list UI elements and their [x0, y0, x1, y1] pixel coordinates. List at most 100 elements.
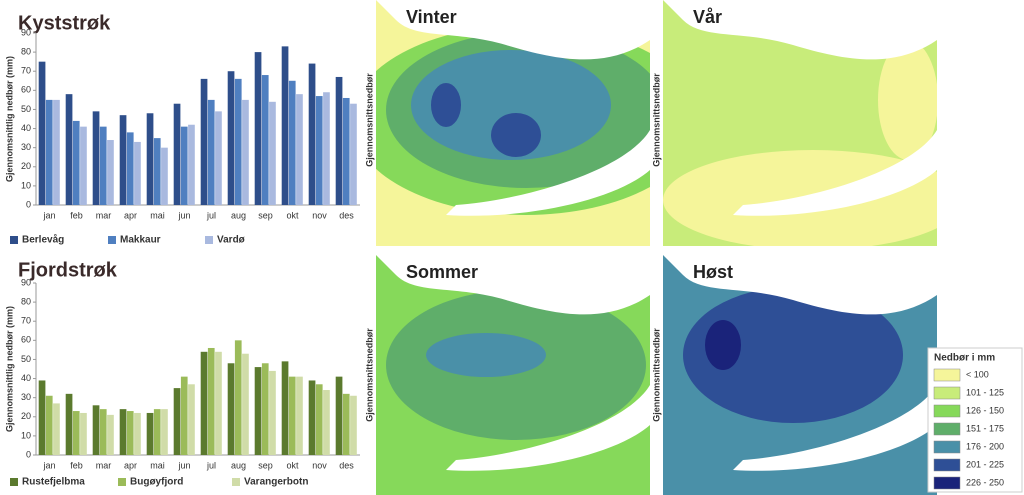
x-tick-label: mai [150, 210, 165, 220]
y-tick-label: 20 [21, 161, 31, 171]
bar [269, 101, 276, 205]
x-tick-label: mar [96, 460, 112, 470]
x-tick-label: des [339, 460, 354, 470]
bar [119, 409, 127, 455]
x-tick-label: jun [177, 210, 190, 220]
x-tick-label: jun [177, 460, 190, 470]
sea [446, 130, 650, 216]
bar [254, 367, 262, 455]
bar [215, 111, 222, 205]
bar [234, 340, 242, 455]
y-tick-label: 40 [21, 123, 31, 133]
bar [315, 96, 323, 205]
bar [281, 361, 289, 455]
legend-swatch [232, 478, 240, 486]
y-tick-label: 50 [21, 354, 31, 364]
y-tick-label: 60 [21, 85, 31, 95]
bar [207, 99, 215, 205]
bar [72, 120, 80, 205]
x-tick-label: mar [96, 210, 112, 220]
bar [146, 113, 154, 205]
bar [126, 132, 134, 205]
bar [215, 351, 222, 455]
sea [663, 0, 937, 60]
bar [342, 393, 350, 455]
bar [227, 363, 235, 455]
map-legend-swatch [933, 422, 961, 436]
bar [38, 380, 46, 455]
bar [288, 80, 296, 205]
sea [733, 130, 937, 216]
map-panel [663, 255, 937, 495]
x-tick-label: aug [231, 460, 246, 470]
x-tick-label: jul [206, 460, 216, 470]
bar [335, 376, 343, 455]
bar [173, 388, 181, 455]
bar [207, 347, 215, 455]
bar [308, 63, 316, 206]
bar [296, 94, 303, 205]
x-tick-label: des [339, 210, 354, 220]
legend-swatch [108, 236, 116, 244]
bar [153, 409, 161, 455]
y-tick-label: 90 [21, 27, 31, 37]
bar [65, 94, 73, 205]
map-panel [376, 255, 650, 495]
map-legend-swatch [933, 386, 961, 400]
legend-swatch [10, 236, 18, 244]
x-tick-label: mai [150, 460, 165, 470]
x-tick-label: sep [258, 460, 273, 470]
legend-label: Rustefjelbma [22, 477, 85, 488]
map-panel [663, 0, 937, 246]
map-region [705, 320, 741, 370]
y-tick-label: 70 [21, 316, 31, 326]
bar [323, 92, 330, 205]
legend-label: Berlevåg [22, 234, 64, 246]
x-tick-label: aug [231, 210, 246, 220]
bar [134, 141, 141, 205]
sea [663, 255, 937, 315]
map-region [683, 287, 903, 423]
map-legend-swatch [933, 476, 961, 490]
map-legend-label: 201 - 225 [966, 459, 1004, 469]
bar [153, 138, 161, 205]
legend-label: Makkaur [120, 235, 161, 246]
y-tick-label: 80 [21, 296, 31, 306]
bar [281, 46, 289, 205]
y-axis-label: Gjennomsnittlig nedbør (mm) [4, 306, 14, 432]
chart-title: Kyststrøk [18, 12, 111, 34]
x-tick-label: jan [42, 210, 55, 220]
map-legend-swatch [933, 404, 961, 418]
legend-swatch [10, 478, 18, 486]
bar [180, 376, 188, 455]
sea [376, 0, 650, 60]
bar [269, 370, 276, 455]
bar [261, 75, 269, 206]
bar [38, 61, 46, 205]
bar [308, 380, 316, 455]
bar [254, 52, 262, 205]
x-tick-label: nov [312, 210, 327, 220]
y-tick-label: 0 [26, 199, 31, 209]
bar [80, 126, 87, 205]
map-side-label: Gjennomsnittsnedbør [651, 328, 661, 422]
map-region [878, 40, 937, 160]
map-title: Vår [693, 7, 722, 27]
bar [350, 103, 357, 205]
bar [99, 126, 107, 205]
map-region [411, 50, 611, 160]
map-legend-title: Nedbør i mm [934, 353, 995, 364]
x-tick-label: nov [312, 460, 327, 470]
bar [107, 140, 114, 205]
map-region [431, 83, 461, 127]
map-legend-label: < 100 [966, 369, 989, 379]
x-tick-label: okt [286, 210, 299, 220]
bar [315, 384, 323, 455]
bar [161, 409, 168, 455]
bar [234, 78, 242, 205]
x-tick-label: okt [286, 460, 299, 470]
legend-label: Bugøyfjord [130, 477, 183, 488]
map-region [491, 113, 541, 157]
bar [180, 126, 188, 205]
